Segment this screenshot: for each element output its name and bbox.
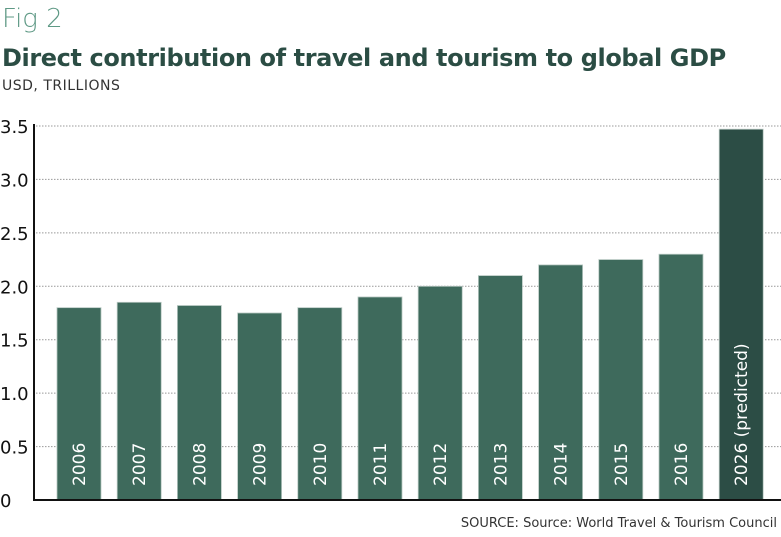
bar-category-label: 2008 [190, 443, 210, 486]
y-tick-label: 0.5 [0, 438, 29, 459]
bar [538, 264, 583, 501]
bar-category-label: 2026 (predicted) [732, 343, 752, 486]
source-note: SOURCE: Source: World Travel & Tourism C… [460, 516, 777, 531]
bar-category-label: 2012 [431, 443, 451, 486]
bar-category-label: 2006 [70, 443, 90, 486]
y-tick-label: 2.5 [0, 224, 29, 245]
bar-category-label: 2013 [491, 443, 511, 486]
bar [56, 307, 102, 501]
bar [297, 307, 343, 501]
bar [116, 301, 162, 501]
bar-category-label: 2015 [612, 443, 632, 486]
bar-category-label: 2007 [130, 443, 150, 486]
bar [718, 128, 764, 501]
y-tick-label: 2.0 [0, 277, 29, 298]
figure-label: Fig 2 [2, 4, 63, 34]
bar-category-label: 2016 [672, 443, 692, 486]
chart-subtitle: USD, TRILLIONS [2, 78, 121, 94]
bar [598, 259, 644, 501]
y-tick-label: 1.5 [0, 331, 29, 352]
bar-category-label: 2014 [552, 443, 572, 486]
bar-category-label: 2011 [371, 443, 391, 486]
y-tick-label: 1.0 [0, 384, 29, 405]
bar-category-label: 2010 [311, 443, 331, 486]
bar [658, 253, 704, 501]
y-tick-label: 3.0 [0, 170, 29, 191]
bar-category-label: 2009 [251, 443, 271, 486]
y-tick-label: 3.5 [0, 117, 29, 138]
bar [176, 305, 222, 501]
bar [237, 312, 283, 501]
bar [357, 296, 403, 501]
bar [417, 285, 463, 501]
chart-title: Direct contribution of travel and touris… [2, 44, 726, 72]
y-tick-label: 0 [0, 491, 11, 512]
